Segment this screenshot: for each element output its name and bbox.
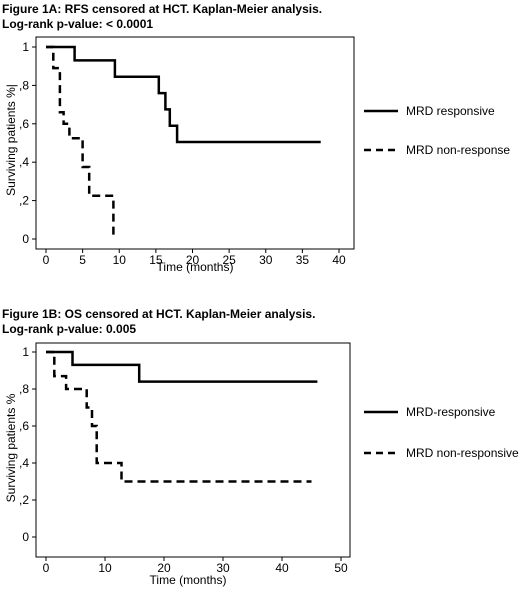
panel-b: Figure 1B: OS censored at HCT. Kaplan-Me… (2, 307, 519, 587)
y-tick-label: ,2 (19, 194, 29, 208)
legend-label-mrd-non-responsive-b: MRD non-responsive (406, 446, 519, 460)
y-tick-label: ,8 (19, 78, 29, 92)
panel-a-y-ticks: 0 ,2 ,4 ,6 ,8 1 (19, 40, 36, 246)
y-tick-label: ,4 (19, 456, 29, 470)
legend-label-mrd-responsive: MRD responsive (406, 104, 495, 118)
panel-a-series (46, 45, 321, 239)
y-tick-label: ,2 (19, 493, 29, 507)
y-tick-label: 0 (22, 232, 29, 246)
legend-label-mrd-responsive-b: MRD-responsive (406, 405, 496, 419)
x-tick-label: 0 (43, 253, 50, 267)
x-tick-label: 30 (216, 561, 230, 575)
y-tick-label: ,6 (19, 419, 29, 433)
panel-a-title: Figure 1A: RFS censored at HCT. Kaplan-M… (2, 2, 322, 16)
x-tick-label: 0 (43, 561, 50, 575)
panel-a-subtitle: Log-rank p-value: < 0.0001 (2, 17, 153, 31)
panel-a-x-axis-label: Time (months) (157, 260, 234, 274)
panel-a: Figure 1A: RFS censored at HCT. Kaplan-M… (2, 2, 510, 274)
panel-b-plot-frame (35, 342, 351, 558)
x-tick-label: 50 (334, 561, 348, 575)
x-tick-label: 20 (186, 253, 200, 267)
survival-curve-responsive (46, 350, 318, 383)
panel-b-title: Figure 1B: OS censored at HCT. Kaplan-Me… (2, 307, 315, 321)
legend-label-mrd-non-response: MRD non-response (406, 143, 510, 157)
panel-b-x-ticks: 0 10 20 30 40 50 (43, 557, 348, 575)
y-tick-label: ,6 (19, 117, 29, 131)
survival-curve-non-responsive (46, 350, 312, 483)
x-tick-label: 40 (332, 253, 346, 267)
x-tick-label: 35 (296, 253, 310, 267)
x-tick-label: 20 (157, 561, 171, 575)
panel-b-legend: MRD-responsive MRD non-responsive (364, 405, 519, 460)
panel-a-x-ticks: 0 5 10 15 20 25 30 35 40 (43, 249, 346, 267)
survival-curve-responsive (46, 45, 321, 144)
y-tick-label: ,8 (19, 382, 29, 396)
y-tick-label: ,4 (19, 155, 29, 169)
panel-a-y-axis-label: Surviving patients %| (4, 84, 18, 196)
survival-curve-non-responsive (46, 45, 115, 239)
panel-b-series (46, 350, 318, 483)
x-tick-label: 5 (79, 253, 86, 267)
y-tick-label: 1 (22, 40, 29, 54)
panel-b-x-axis-label: Time (months) (150, 573, 227, 587)
panel-b-y-axis-label: Surviving patients % (4, 393, 18, 502)
x-tick-label: 40 (275, 561, 289, 575)
panel-b-subtitle: Log-rank p-value: 0.005 (2, 322, 136, 336)
panel-a-legend: MRD responsive MRD non-response (364, 104, 510, 157)
x-tick-label: 10 (98, 561, 112, 575)
y-tick-label: 1 (22, 345, 29, 359)
x-tick-label: 30 (259, 253, 273, 267)
x-tick-label: 10 (113, 253, 127, 267)
panel-b-y-ticks: 0 ,2 ,4 ,6 ,8 1 (19, 345, 36, 544)
x-tick-label: 15 (149, 253, 163, 267)
x-tick-label: 25 (222, 253, 236, 267)
panel-a-plot-frame (35, 36, 355, 250)
y-tick-label: 0 (22, 530, 29, 544)
